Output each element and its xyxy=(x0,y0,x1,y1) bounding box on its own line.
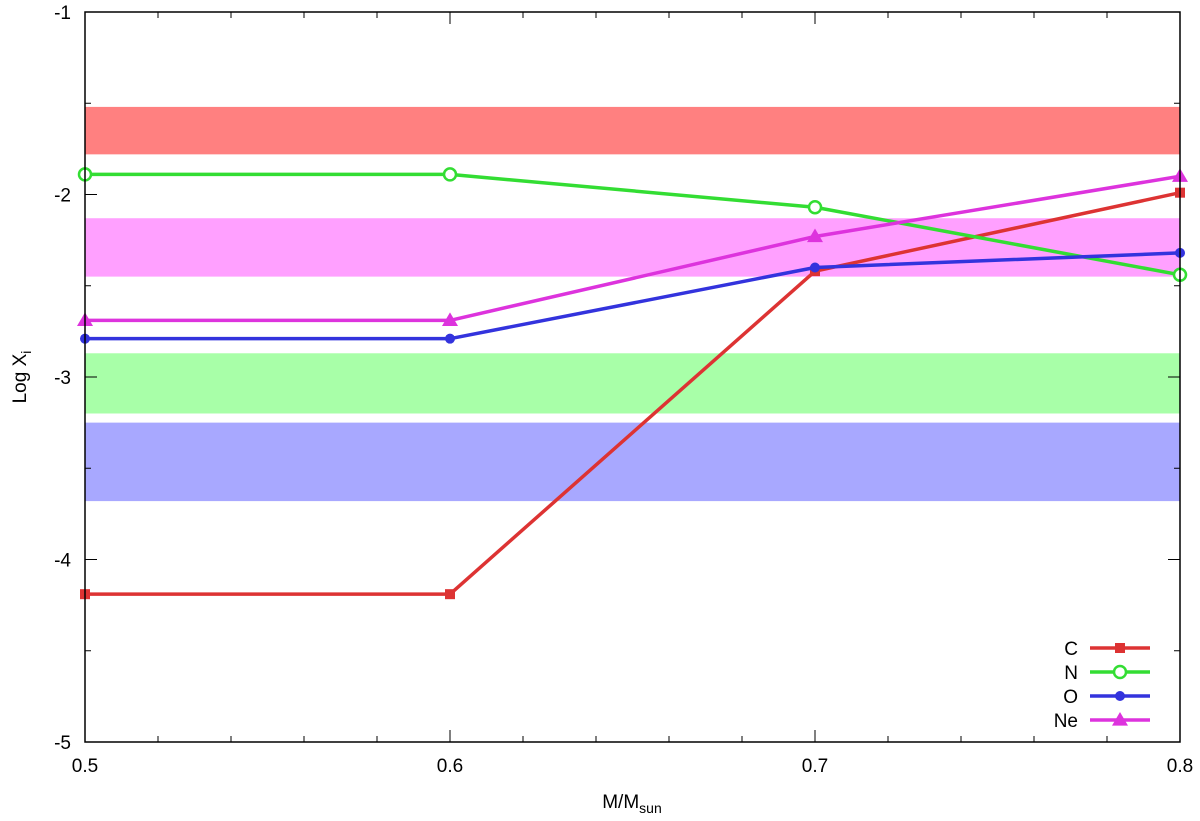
series-point-c xyxy=(445,589,455,600)
legend-label-n: N xyxy=(1064,663,1078,684)
x-tick-label: 0.6 xyxy=(437,756,463,777)
y-tick-label: -1 xyxy=(54,3,71,24)
series-point-o xyxy=(810,262,820,273)
legend: CNO Ne xyxy=(1054,639,1150,732)
x-tick-label: 0.5 xyxy=(72,756,98,777)
x-tick-label: 0.8 xyxy=(1167,756,1193,777)
y-axis-label-main: Log X xyxy=(10,353,31,403)
series-line-ne xyxy=(85,174,1181,323)
series-point-ne xyxy=(807,228,823,243)
y-tick-label: -3 xyxy=(54,368,71,389)
legend-marker-ne xyxy=(1112,712,1128,726)
y-axis-label: Log Xi xyxy=(10,351,34,404)
x-axis-label-sub: sun xyxy=(639,800,662,816)
y-tick-label: -4 xyxy=(54,551,71,572)
legend-label-c: C xyxy=(1064,639,1078,660)
series-ne xyxy=(77,168,1188,327)
legend-marker-o xyxy=(1115,691,1125,701)
plot-frame xyxy=(84,11,1181,743)
x-axis-label-main: M/M xyxy=(602,792,639,813)
legend-label-ne: Ne xyxy=(1054,711,1078,732)
abundance-bands xyxy=(85,106,1180,502)
series-point-n xyxy=(807,200,823,215)
series-line-o xyxy=(85,251,1181,341)
x-axis-label: M/Msun xyxy=(602,792,662,816)
y-axis-label-sub: i xyxy=(18,351,34,354)
tick-labels: 0.5 0.6 0.7 0.8 -1 -2 -3 -4 -5 xyxy=(54,3,1193,777)
series-point-ne xyxy=(442,312,458,327)
y-tick-label: -2 xyxy=(54,186,71,207)
legend-label-o: O xyxy=(1063,687,1078,708)
legend-marker-n xyxy=(1112,664,1128,680)
band-3 xyxy=(85,422,1180,502)
series-line-c xyxy=(85,190,1181,596)
x-tick-label: 0.7 xyxy=(802,756,828,777)
legend-marker-c xyxy=(1115,643,1125,653)
band-0 xyxy=(85,106,1180,155)
y-tick-label: -5 xyxy=(54,733,71,754)
series-line-n xyxy=(85,172,1181,277)
series-point-n xyxy=(442,167,458,182)
band-2 xyxy=(85,353,1180,414)
band-1 xyxy=(85,218,1180,277)
series-point-o xyxy=(445,333,455,344)
